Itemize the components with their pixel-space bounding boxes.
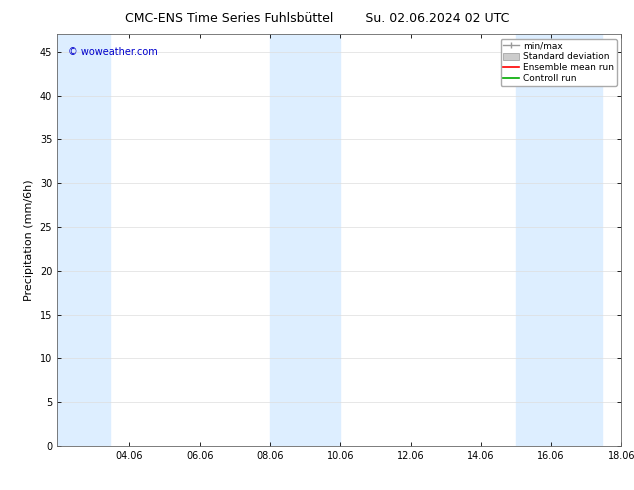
Legend: min/max, Standard deviation, Ensemble mean run, Controll run: min/max, Standard deviation, Ensemble me… — [500, 39, 617, 86]
Y-axis label: Precipitation (mm/6h): Precipitation (mm/6h) — [24, 179, 34, 301]
Text: CMC-ENS Time Series Fuhlsbüttel        Su. 02.06.2024 02 UTC: CMC-ENS Time Series Fuhlsbüttel Su. 02.0… — [125, 12, 509, 25]
Bar — [516, 34, 602, 446]
Text: © woweather.com: © woweather.com — [68, 47, 158, 57]
Bar — [57, 34, 110, 446]
Bar — [270, 34, 340, 446]
